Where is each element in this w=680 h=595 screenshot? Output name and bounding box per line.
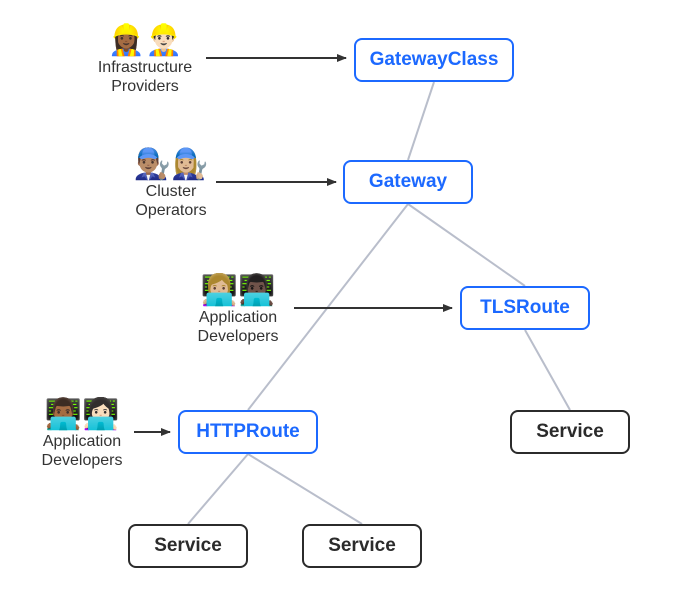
persona-label: Application Developers — [42, 433, 123, 469]
node-tlsroute: TLSRoute — [460, 286, 590, 330]
node-label: Service — [536, 422, 604, 443]
node-service: Service — [302, 524, 422, 568]
persona-label: Cluster Operators — [135, 183, 206, 219]
persona-cluster-operators: 👨🏽‍🔧👩🏼‍🔧 Cluster Operators — [116, 150, 226, 220]
node-label: Service — [328, 536, 396, 557]
tree-edge — [188, 454, 248, 524]
persona-label: Infrastructure Providers — [98, 59, 192, 95]
node-service: Service — [510, 410, 630, 454]
persona-application-developers: 👨🏾‍💻👩🏻‍💻 Application Developers — [22, 400, 142, 470]
node-httproute: HTTPRoute — [178, 410, 318, 454]
persona-emoji-icon: 👨🏽‍🔧👩🏼‍🔧 — [116, 150, 226, 180]
node-label: GatewayClass — [370, 50, 499, 71]
node-label: Service — [154, 536, 222, 557]
persona-infrastructure-providers: 👷🏾‍♀️👷🏻‍♂️ Infrastructure Providers — [80, 26, 210, 96]
node-label: Gateway — [369, 172, 447, 193]
node-service: Service — [128, 524, 248, 568]
node-label: HTTPRoute — [196, 422, 299, 443]
persona-label: Application Developers — [198, 309, 279, 345]
tree-edge — [525, 330, 570, 410]
persona-emoji-icon: 👷🏾‍♀️👷🏻‍♂️ — [80, 26, 210, 56]
node-gateway: Gateway — [343, 160, 473, 204]
tree-edge — [408, 204, 525, 286]
tree-edge — [248, 454, 362, 524]
gateway-api-diagram: GatewayClass Gateway TLSRoute HTTPRoute … — [0, 0, 680, 595]
tree-edge — [408, 82, 434, 160]
persona-application-developers: 👩🏼‍💻👨🏿‍💻 Application Developers — [178, 276, 298, 346]
persona-emoji-icon: 👨🏾‍💻👩🏻‍💻 — [22, 400, 142, 430]
persona-arrows — [134, 58, 452, 432]
node-gatewayclass: GatewayClass — [354, 38, 514, 82]
node-label: TLSRoute — [480, 298, 570, 319]
persona-emoji-icon: 👩🏼‍💻👨🏿‍💻 — [178, 276, 298, 306]
